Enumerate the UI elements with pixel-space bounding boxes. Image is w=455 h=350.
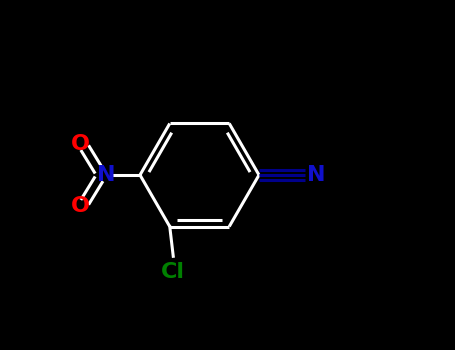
Text: Cl: Cl xyxy=(161,261,185,281)
Text: O: O xyxy=(71,133,90,154)
Text: N: N xyxy=(97,165,116,185)
Text: N: N xyxy=(307,165,326,185)
Text: O: O xyxy=(71,196,90,217)
